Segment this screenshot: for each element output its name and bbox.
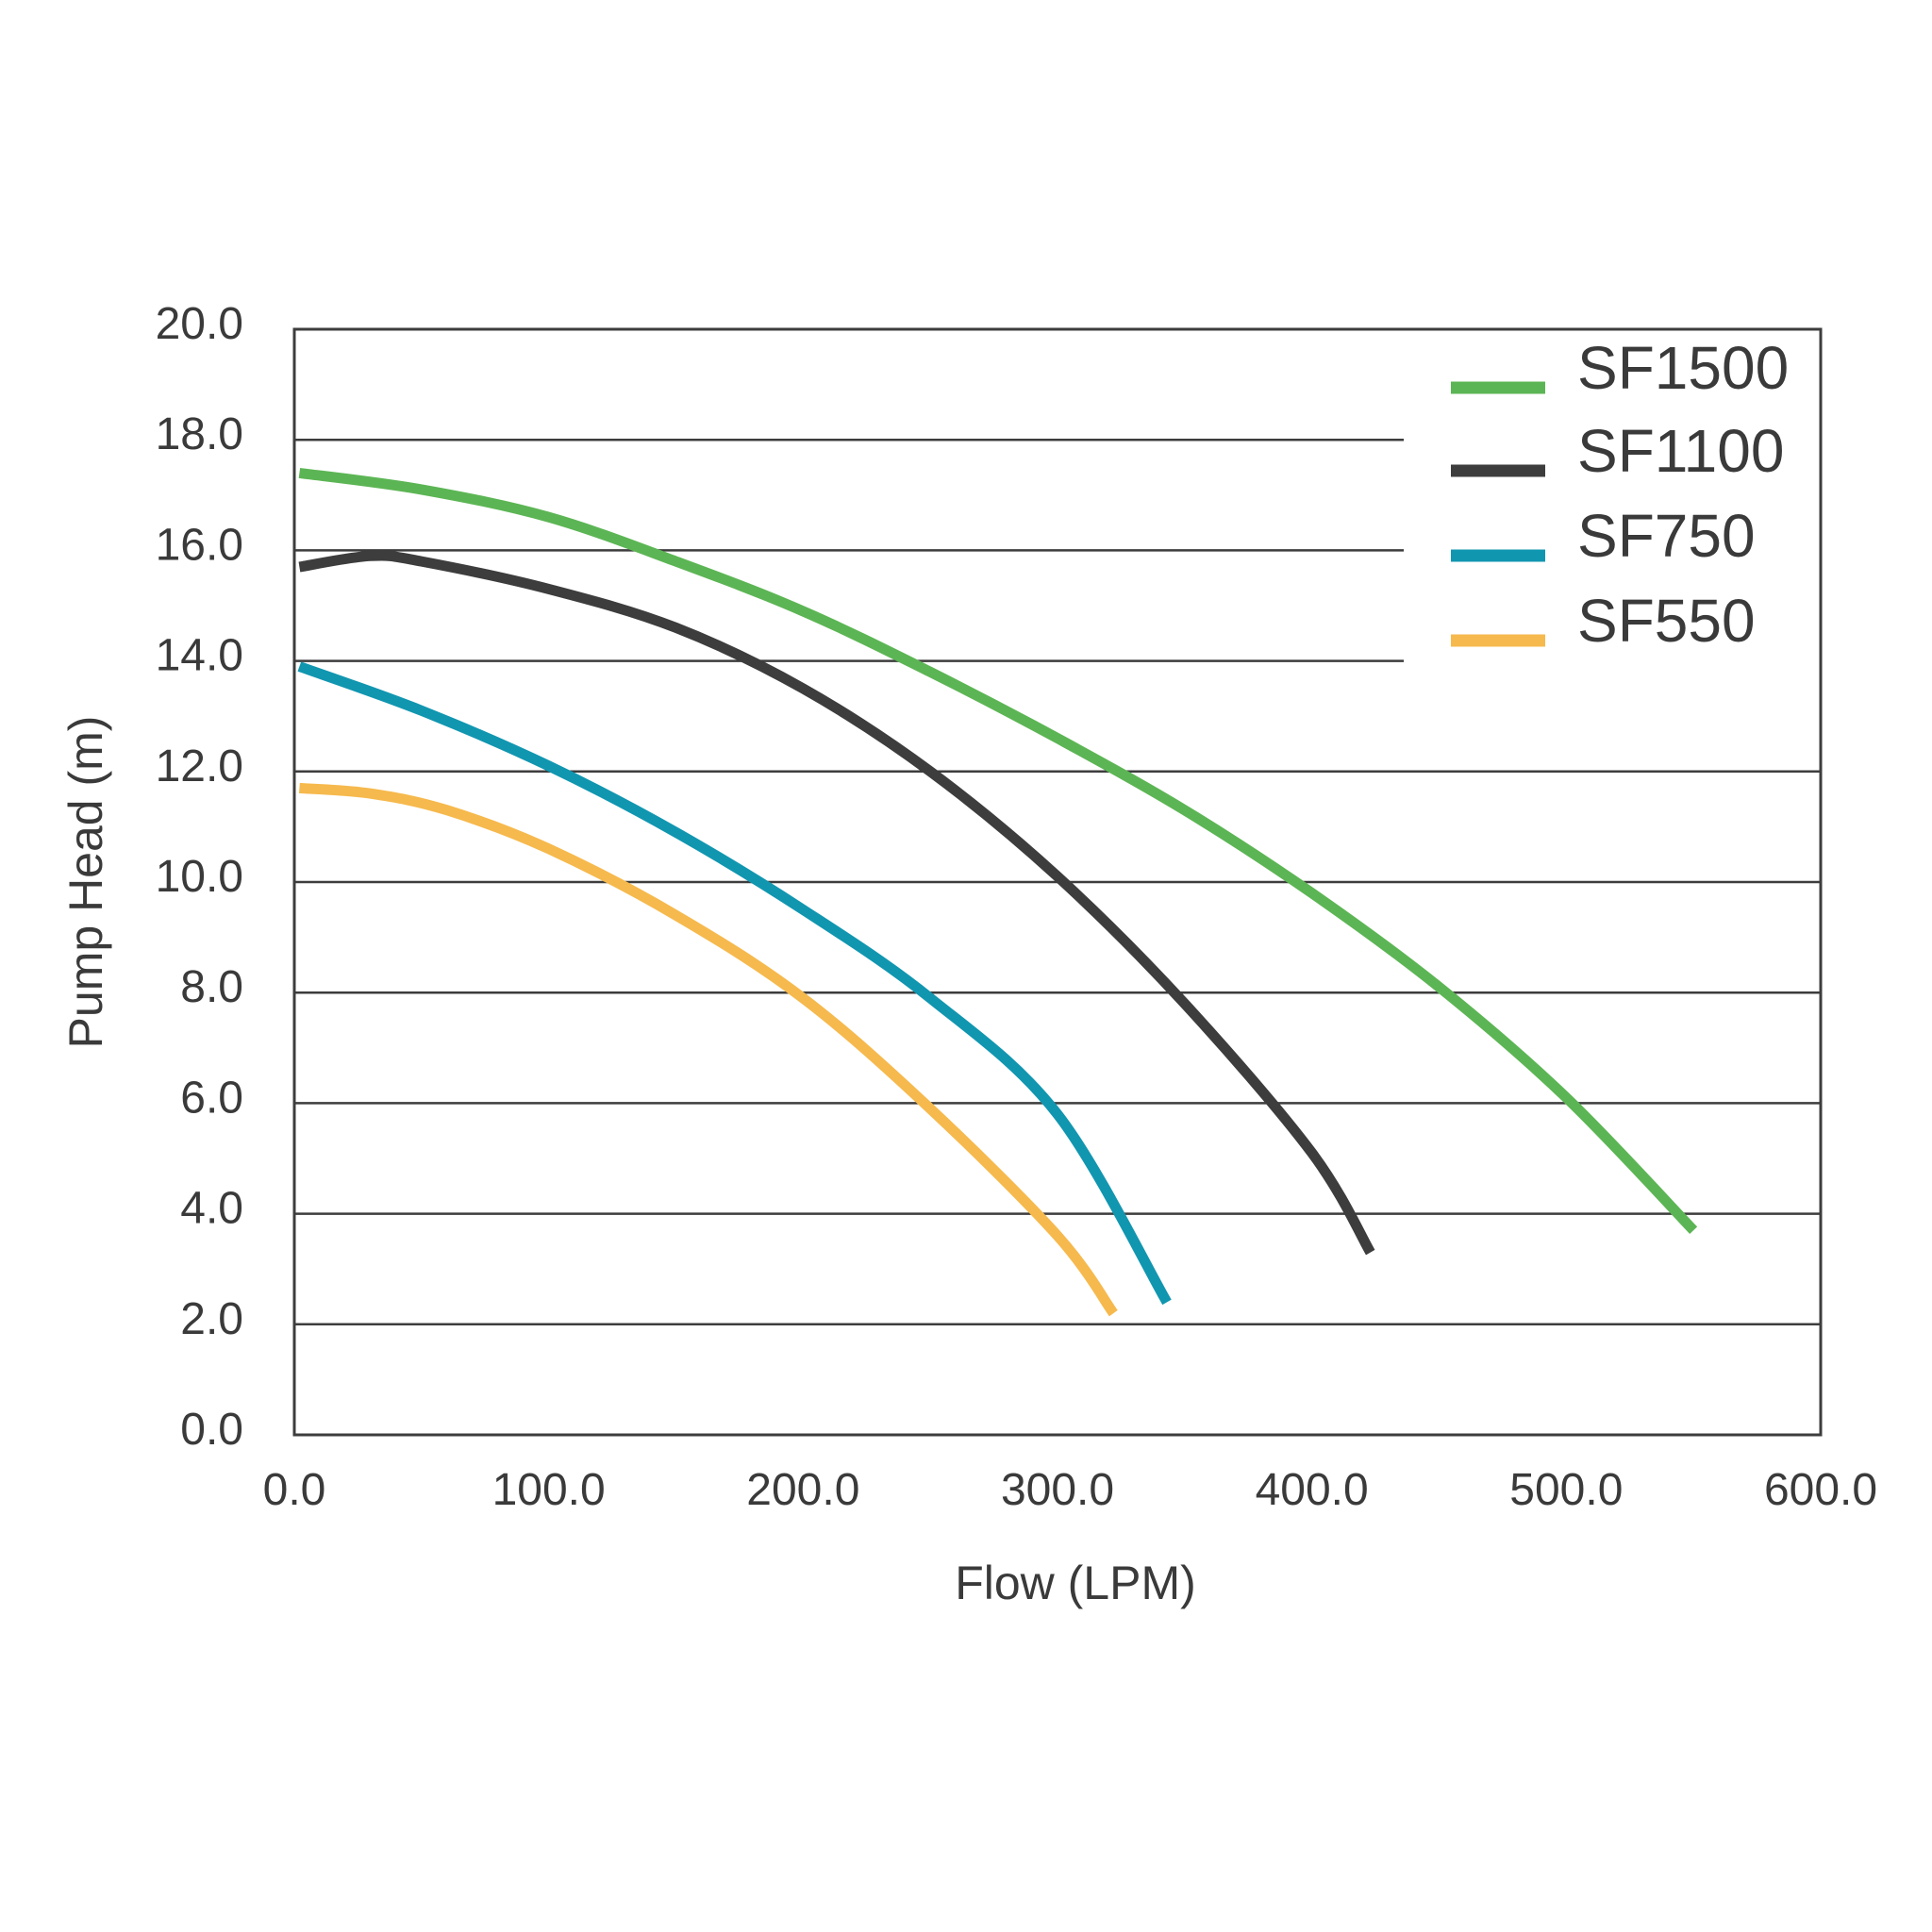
legend-label: SF1500 [1577,334,1789,402]
x-tick-label: 200.0 [746,1465,859,1515]
y-tick-label: 4.0 [180,1184,243,1234]
legend-label: SF1100 [1577,417,1784,485]
y-tick-label: 18.0 [156,409,243,459]
y-tick-label: 14.0 [156,631,243,681]
x-axis-label: Flow (LPM) [955,1557,1196,1609]
x-tick-label: 500.0 [1509,1465,1623,1515]
legend-label: SF550 [1577,587,1756,655]
y-tick-label: 20.0 [156,299,243,349]
plot-frame [292,327,1823,1437]
x-tick-label: 600.0 [1764,1465,1877,1515]
series-line-sf1100 [298,550,1375,1256]
legend-label: SF750 [1577,502,1756,570]
y-tick-labels: 0.0 2.0 4.0 6.0 8.0 10.0 12.0 14.0 16.0 18.0 20.0 [156,299,243,1455]
series-line-sf1500 [298,467,1698,1235]
y-tick-label: 6.0 [180,1073,243,1123]
legend: SF1500 SF1100 SF750 SF550 [1451,334,1789,655]
series-line-sf750 [297,661,1172,1306]
series-lines [297,467,1698,1317]
y-tick-label: 12.0 [156,741,243,791]
y-tick-label: 0.0 [180,1405,243,1455]
x-tick-label: 400.0 [1256,1465,1369,1515]
y-tick-label: 10.0 [156,852,243,902]
y-tick-label: 16.0 [156,520,243,570]
y-tick-label: 2.0 [180,1294,243,1344]
x-tick-label: 100.0 [492,1465,606,1515]
x-tick-label: 300.0 [1001,1465,1114,1515]
y-axis-label: Pump Head (m) [59,716,112,1049]
series-line-sf550 [298,782,1118,1317]
x-tick-labels: 0.0 100.0 200.0 300.0 400.0 500.0 600.0 [263,1465,1877,1515]
x-tick-label: 0.0 [263,1465,326,1515]
y-tick-label: 8.0 [180,962,243,1012]
